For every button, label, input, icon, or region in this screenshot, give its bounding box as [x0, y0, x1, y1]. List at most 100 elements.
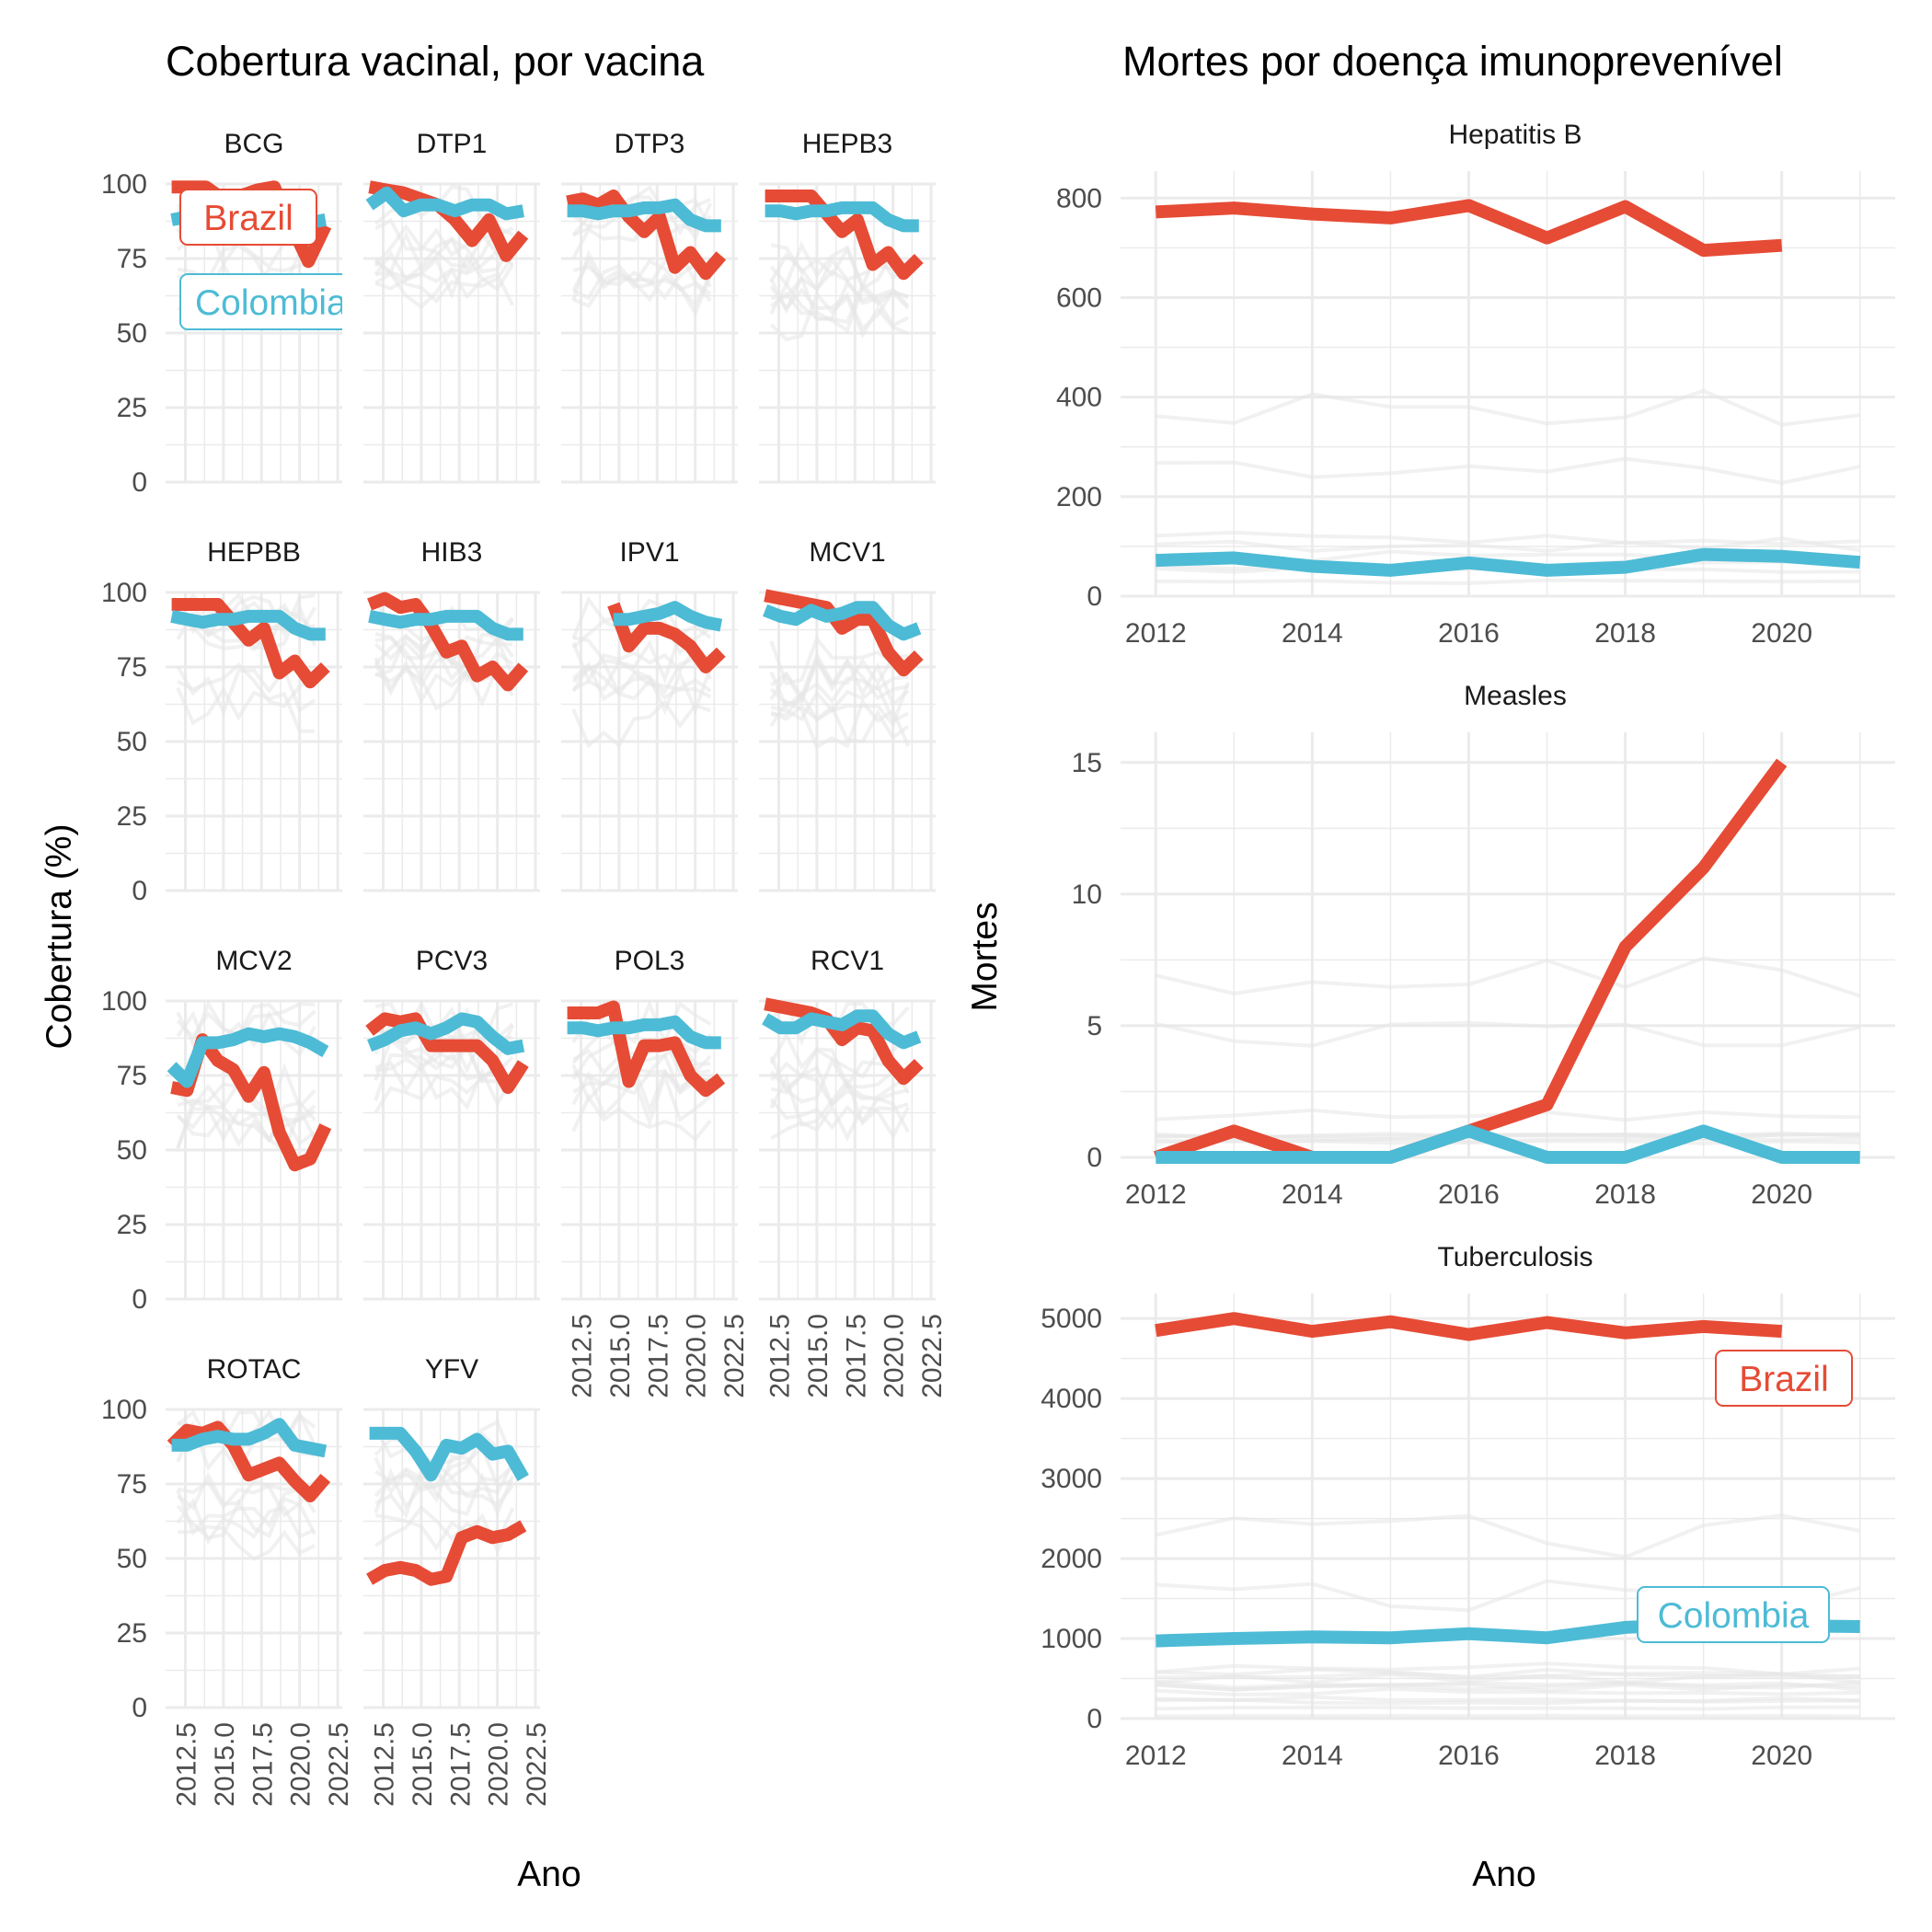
- facet-label: Tuberculosis: [1438, 1242, 1593, 1272]
- other-country-line: [374, 248, 514, 283]
- x-axis-title-deaths: Ano: [1472, 1855, 1535, 1894]
- y-tick-label: 50: [117, 1544, 147, 1574]
- series-line-colombia: [1156, 547, 1861, 577]
- other-country-line: [176, 1104, 316, 1155]
- chart-title-coverage: Cobertura vacinal, por vacina: [166, 38, 705, 85]
- other-country-line: [374, 237, 514, 282]
- series-line-colombia: [365, 186, 524, 221]
- x-tick-label: 2015.0: [210, 1722, 240, 1807]
- x-tick-label: 2020.0: [880, 1314, 910, 1398]
- other-country-line: [572, 185, 712, 230]
- y-tick-label: 100: [101, 169, 147, 200]
- y-tick-label: 25: [117, 393, 147, 423]
- y-tick-label: 75: [117, 1061, 147, 1091]
- facet-yfv: YFV 2012.5 2015.0 2017.5 2020.0 2022.5: [363, 1354, 552, 1807]
- label-box: [1715, 1350, 1853, 1407]
- other-country-line: [769, 1075, 909, 1128]
- chart-title-deaths: Mortes por doença imunoprevenível: [1122, 38, 1783, 85]
- y-tick-label: 0: [132, 1284, 147, 1315]
- facet-label: BCG: [224, 129, 283, 159]
- facet-label: Hepatitis B: [1448, 120, 1581, 150]
- x-tick-label: 2014: [1282, 618, 1343, 649]
- y-tick-label: 15: [1072, 748, 1102, 778]
- y-tick-label: 0: [132, 467, 147, 498]
- other-country-line: [1156, 536, 1861, 553]
- other-country-line: [571, 1070, 712, 1129]
- x-tick-label: 2020: [1751, 618, 1812, 649]
- facet-label: DTP1: [417, 129, 488, 159]
- series-line-colombia: [167, 1027, 329, 1088]
- label-brazil: Brazil: [179, 189, 317, 246]
- series-line-colombia: [613, 601, 723, 632]
- series-line-brazil: [607, 602, 726, 673]
- facet-rcv1: RCV1 2012.5 2015.0 2017.5 2020.0 2022.5: [759, 946, 948, 1398]
- x-tick-label: 2014: [1282, 1179, 1343, 1210]
- x-tick-label: 2022.5: [719, 1314, 750, 1398]
- other-country-line: [572, 270, 713, 317]
- y-tick-label: 25: [117, 1618, 147, 1649]
- y-tick-label: 800: [1056, 183, 1102, 213]
- other-country-line: [770, 1103, 910, 1142]
- series-line-brazil: [566, 190, 727, 281]
- label-box: [179, 189, 317, 246]
- facet-label: HEPB3: [802, 129, 892, 159]
- facet-ipv1: IPV1: [561, 537, 738, 892]
- other-country-line: [176, 1098, 316, 1149]
- x-tick-label: 2020.0: [286, 1722, 316, 1807]
- y-tick-label: 400: [1056, 383, 1102, 413]
- other-country-line: [177, 661, 316, 708]
- series-line-brazil: [171, 598, 330, 689]
- label-box: [1637, 1586, 1830, 1643]
- x-tick-label: 2020.0: [484, 1722, 514, 1807]
- x-tick-label: 2012.5: [172, 1722, 202, 1807]
- facet-label: Measles: [1464, 681, 1567, 711]
- other-country-line: [176, 1487, 316, 1536]
- other-country-line: [769, 252, 909, 293]
- other-country-line: [178, 1524, 316, 1561]
- x-tick-label: 2012: [1125, 618, 1187, 649]
- y-tick-label: 100: [101, 986, 147, 1017]
- facet-label: HEPBB: [207, 537, 301, 568]
- x-tick-label: 2015.0: [803, 1314, 834, 1398]
- x-tick-label: 2014: [1282, 1741, 1343, 1771]
- other-country-line: [176, 1002, 316, 1041]
- label-text: Brazil: [1739, 1360, 1829, 1399]
- facet-hib3: HIB3: [363, 537, 540, 892]
- other-country-line: [770, 1064, 909, 1109]
- other-country-line: [1156, 1662, 1860, 1676]
- facet-label: PCV3: [416, 946, 488, 976]
- deaths-chart: Mortes por doença imunoprevenível Mortes…: [965, 38, 1895, 1894]
- y-tick-label: 0: [1087, 581, 1102, 612]
- y-tick-label: 2000: [1041, 1544, 1102, 1574]
- other-country-line: [769, 291, 909, 342]
- y-tick-label: 0: [132, 1693, 147, 1723]
- facet-label: YFV: [425, 1354, 478, 1385]
- x-tick-label: 2018: [1594, 1179, 1656, 1210]
- facet-label: IPV1: [619, 537, 679, 568]
- series-line-brazil: [765, 190, 924, 281]
- facet-bcg: BCG 0 25 50 75 100 Brazil Colombia: [101, 129, 342, 498]
- facet-pcv3: PCV3: [363, 946, 540, 1301]
- x-tick-label: 2016: [1438, 618, 1500, 649]
- x-tick-label: 2015.0: [605, 1314, 636, 1398]
- label-text: Brazil: [203, 199, 293, 238]
- series-line-colombia: [567, 1015, 721, 1050]
- series-line-colombia: [171, 1418, 328, 1458]
- facet-pol3: POL3 2012.5 2015.0 2017.5 2020.0 2022.5: [561, 946, 750, 1398]
- x-tick-label: 2022.5: [324, 1722, 354, 1807]
- y-tick-label: 4000: [1041, 1384, 1102, 1414]
- other-country-line: [374, 1462, 514, 1496]
- series-line-brazil: [365, 1012, 529, 1094]
- x-tick-label: 2017.5: [445, 1722, 476, 1807]
- facet-dtp3: DTP3: [561, 129, 738, 484]
- y-tick-label: 50: [117, 318, 147, 349]
- label-text: Colombia: [1658, 1596, 1810, 1636]
- y-axis-title-coverage: Cobertura (%): [40, 824, 79, 1050]
- y-tick-label: 3000: [1041, 1464, 1102, 1494]
- series-line-brazil: [1155, 1312, 1783, 1341]
- other-country-line: [1156, 1679, 1860, 1690]
- y-tick-label: 5: [1087, 1011, 1102, 1041]
- other-country-line: [771, 270, 909, 305]
- x-tick-label: 2012: [1125, 1179, 1187, 1210]
- other-country-line: [1156, 456, 1861, 486]
